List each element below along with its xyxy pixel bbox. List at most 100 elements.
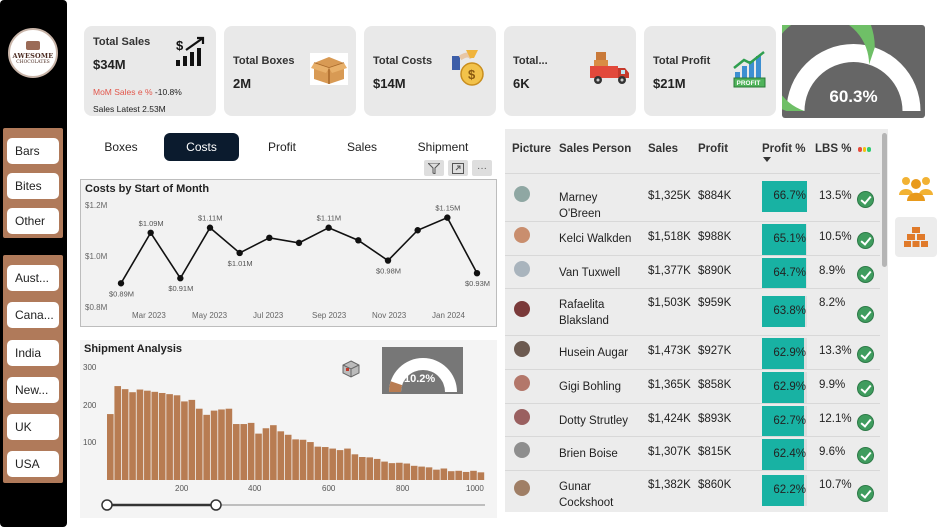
histogram-bar[interactable] [284,434,292,480]
histogram-bar[interactable] [299,439,307,480]
cost-point[interactable] [473,269,481,277]
histogram-bar[interactable] [270,425,277,480]
histogram-bar[interactable] [292,439,299,480]
histogram-bar[interactable] [321,447,329,480]
histogram-bar[interactable] [329,448,336,480]
table-row[interactable]: Gigi Bohling $1,365K $858K 62.9% 9.9% [505,369,880,403]
cost-point[interactable] [355,237,362,244]
histogram-bar[interactable] [144,390,151,480]
histogram-bar[interactable] [410,465,418,480]
cost-point[interactable] [206,224,214,231]
histogram-bar[interactable] [359,457,366,480]
more-options-icon[interactable]: ··· [472,160,492,176]
tab-costs[interactable]: Costs [164,133,239,161]
cost-point[interactable] [384,257,392,264]
histogram-bar[interactable] [181,401,188,480]
histogram-bar[interactable] [255,433,262,480]
filter-other[interactable]: Other [7,208,59,234]
histogram-bar[interactable] [440,468,448,481]
cost-point[interactable] [177,275,184,282]
histogram-bar[interactable] [403,463,411,480]
histogram-bar[interactable] [262,428,270,480]
histogram-bar[interactable] [336,450,344,480]
histogram-bar[interactable] [351,454,359,480]
people-group-icon[interactable] [895,168,937,208]
cost-point[interactable] [325,224,332,231]
filter-bites[interactable]: Bites [7,173,59,199]
histogram-bar[interactable] [447,471,455,480]
table-row[interactable]: Van Tuxwell $1,377K $890K 64.7% 8.9% [505,255,880,289]
histogram-bar[interactable] [158,392,166,480]
cost-point[interactable] [266,234,273,242]
histogram-bar[interactable] [314,446,322,480]
range-slider-min-handle[interactable] [101,499,113,511]
focus-mode-icon[interactable] [448,160,468,176]
tab-boxes[interactable]: Boxes [104,140,138,154]
tab-shipment[interactable]: Shipment [417,140,469,154]
histogram-bar[interactable] [233,424,240,480]
table-row[interactable]: Marney O'Breen $1,325K $884K 66.7% 13.5% [505,173,880,221]
histogram-bar[interactable] [107,414,114,480]
filter-usa[interactable]: USA [7,451,59,477]
cost-point[interactable] [444,214,451,221]
histogram-bar[interactable] [396,462,403,480]
histogram-bar[interactable] [433,469,440,480]
filter-new-zealand[interactable]: New... [7,377,59,403]
histogram-bar[interactable] [381,461,388,480]
histogram-bar[interactable] [114,386,122,480]
histogram-bar[interactable] [188,399,196,480]
histogram-bar[interactable] [373,458,381,480]
cost-point[interactable] [236,249,243,257]
histogram-bar[interactable] [388,463,396,480]
histogram-bar[interactable] [462,471,470,480]
col-header-sales-person[interactable]: Sales Person [559,143,632,155]
filter-india[interactable]: India [7,340,59,366]
range-slider-max-handle[interactable] [210,499,222,511]
col-header-picture[interactable]: Picture [512,143,551,155]
histogram-bar[interactable] [366,457,374,480]
filter-canada[interactable]: Cana... [7,302,59,328]
cost-point[interactable] [147,229,154,236]
table-row[interactable]: Kelci Walkden $1,518K $988K 65.1% 10.5% [505,221,880,255]
histogram-bar[interactable] [173,395,181,480]
histogram-bar[interactable] [136,389,144,480]
tab-sales[interactable]: Sales [346,140,378,154]
tab-profit[interactable]: Profit [267,140,296,154]
histogram-bar[interactable] [477,472,485,480]
filter-uk[interactable]: UK [7,414,59,440]
histogram-bar[interactable] [277,431,285,480]
histogram-bar[interactable] [344,448,351,480]
histogram-bar[interactable] [240,424,248,480]
boxes-stack-icon[interactable] [895,217,937,257]
histogram-bar[interactable] [195,408,203,480]
histogram-bar[interactable] [455,470,462,480]
histogram-bar[interactable] [203,414,210,480]
histogram-bar[interactable] [129,392,136,480]
cost-point[interactable] [295,239,303,247]
table-row[interactable]: Rafaelita Blaksland $1,503K $959K 63.8% 8.2% [505,288,880,335]
table-row[interactable]: Gunar Cockshoot $1,382K $860K 62.2% 10.7% [505,470,880,512]
col-header-lbs-pct[interactable]: LBS % [815,143,852,155]
col-header-sales[interactable]: Sales [648,143,679,155]
histogram-bar[interactable] [425,467,433,480]
table-row[interactable]: Dotty Strutley $1,424K $893K 62.7% 12.1% [505,403,880,437]
histogram-bar[interactable] [218,409,225,480]
histogram-bar[interactable] [307,442,314,480]
histogram-bar[interactable] [247,422,255,480]
cost-point[interactable] [117,280,125,287]
col-header-profit-pct[interactable]: Profit % [762,143,806,155]
histogram-bar[interactable] [151,391,159,480]
histogram-bar[interactable] [225,408,233,480]
filter-bars[interactable]: Bars [7,138,59,164]
histogram-bar[interactable] [418,466,425,480]
histogram-bar[interactable] [166,394,173,480]
table-row[interactable]: Husein Augar $1,473K $927K 62.9% 13.3% [505,335,880,369]
histogram-bar[interactable] [210,410,218,480]
col-header-profit[interactable]: Profit [698,143,729,155]
table-row[interactable]: Brien Boise $1,307K $815K 62.4% 9.6% [505,436,880,470]
filter-icon[interactable] [424,160,444,176]
table-scrollbar[interactable] [882,133,887,267]
filter-australia[interactable]: Aust... [7,265,59,291]
histogram-bar[interactable] [121,389,129,480]
histogram-bar[interactable] [470,470,477,480]
